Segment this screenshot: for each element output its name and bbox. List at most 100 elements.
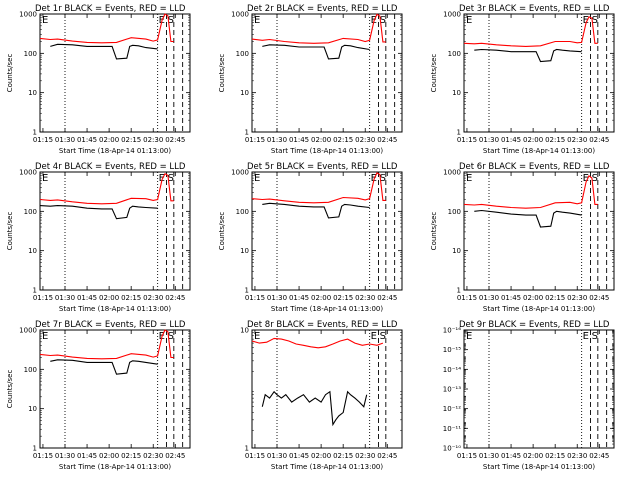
- x-tick-label: 01:15: [457, 136, 477, 144]
- y-tick-label: 100: [448, 208, 461, 216]
- x-tick-label: 01:45: [289, 452, 309, 460]
- saa-marker: S: [380, 173, 386, 184]
- eclipse-end-marker: E: [583, 331, 589, 342]
- y-axis-label: Counts/sec: [6, 370, 14, 409]
- y-tick-label: 10⁻¹¹: [443, 425, 461, 433]
- y-tick-label: 1: [245, 129, 249, 137]
- x-tick-label: 01:15: [457, 452, 477, 460]
- x-tick-label: 02:30: [143, 294, 163, 302]
- y-axis-label: Counts/sec: [6, 212, 14, 251]
- x-tick-label: 02:30: [355, 136, 375, 144]
- saa-marker: S: [592, 173, 598, 184]
- plot-frame: [463, 13, 615, 133]
- x-tick-label: 02:30: [143, 452, 163, 460]
- x-axis-label: Start Time (18-Apr-14 01:13:00): [271, 305, 383, 313]
- x-tick-label: 01:30: [55, 294, 75, 302]
- x-tick-label: 02:45: [589, 294, 609, 302]
- y-tick-label: 10: [452, 247, 461, 255]
- plot-frame: [39, 171, 191, 291]
- y-axis-label: Counts/sec: [218, 54, 226, 93]
- y-tick-label: 10: [452, 89, 461, 97]
- panel-title: Det 8r BLACK = Events, RED = LLD: [247, 320, 398, 330]
- y-tick-label: 1000: [443, 169, 461, 177]
- plot-frame: [251, 171, 403, 291]
- panel-det-2r: Det 2r BLACK = Events, RED = LLD Counts/s…: [218, 4, 403, 155]
- series-lld-line: [39, 173, 174, 205]
- panel-det-1r: Det 1r BLACK = Events, RED = LLD Counts/s…: [6, 4, 191, 155]
- y-tick-label: 1000: [231, 169, 249, 177]
- y-tick-label: 10⁻¹⁰: [443, 445, 461, 453]
- panel-title: Det 1r BLACK = Events, RED = LLD: [35, 4, 186, 14]
- y-tick-label: 1: [33, 287, 37, 295]
- panel-det-6r: Det 6r BLACK = Events, RED = LLD Counts/s…: [430, 162, 615, 313]
- x-tick-label: 02:00: [99, 452, 119, 460]
- x-tick-label: 02:30: [567, 294, 587, 302]
- x-axis-label: Start Time (18-Apr-14 01:13:00): [483, 463, 595, 471]
- y-tick-label: 100: [236, 208, 249, 216]
- series-lld-line: [39, 13, 174, 44]
- x-tick-label: 02:00: [523, 452, 543, 460]
- y-tick-label: 100: [24, 366, 37, 374]
- x-tick-label: 01:30: [479, 452, 499, 460]
- x-tick-label: 02:00: [99, 136, 119, 144]
- saa-marker: S: [380, 15, 386, 26]
- x-tick-label: 02:45: [589, 136, 609, 144]
- x-axis-label: Start Time (18-Apr-14 01:13:00): [59, 463, 171, 471]
- panel-det-7r: Det 7r BLACK = Events, RED = LLD Counts/s…: [6, 320, 191, 471]
- y-tick-label: 10: [240, 327, 249, 335]
- x-tick-label: 02:15: [545, 452, 565, 460]
- eclipse-start-marker: E: [42, 331, 48, 342]
- saa-marker: S: [592, 15, 598, 26]
- y-tick-label: 100: [236, 50, 249, 58]
- plot-frame: [463, 329, 615, 449]
- y-axis-label: Counts/sec: [218, 212, 226, 251]
- y-tick-label: 10: [240, 247, 249, 255]
- x-tick-label: 01:30: [267, 136, 287, 144]
- series-lld-line: [463, 174, 598, 209]
- series-events-line: [474, 209, 582, 228]
- x-axis-label: Start Time (18-Apr-14 01:13:00): [271, 463, 383, 471]
- x-tick-label: 01:45: [289, 136, 309, 144]
- series-events-line: [262, 44, 370, 60]
- y-tick-label: 1: [457, 129, 461, 137]
- x-tick-label: 02:45: [377, 452, 397, 460]
- eclipse-start-marker: E: [42, 15, 48, 26]
- y-axis-label: Counts/sec: [430, 212, 438, 251]
- x-tick-label: 02:00: [99, 294, 119, 302]
- panel-title: Det 7r BLACK = Events, RED = LLD: [35, 320, 186, 330]
- x-tick-label: 01:45: [501, 136, 521, 144]
- panel-title: Det 3r BLACK = Events, RED = LLD: [459, 4, 610, 14]
- x-tick-label: 01:15: [245, 294, 265, 302]
- x-tick-label: 02:15: [333, 294, 353, 302]
- y-tick-label: 10⁻¹⁴: [443, 366, 461, 374]
- series-lld-line: [39, 329, 174, 360]
- series-lld-line: [251, 172, 386, 204]
- eclipse-start-marker: E: [466, 173, 472, 184]
- series-events-line: [50, 359, 158, 375]
- eclipse-end-marker: E: [159, 173, 165, 184]
- saa-marker: S: [380, 331, 386, 342]
- x-tick-label: 01:45: [289, 294, 309, 302]
- plot-frame: [39, 329, 191, 449]
- plot-frame: [251, 329, 403, 449]
- x-axis-label: Start Time (18-Apr-14 01:13:00): [271, 147, 383, 155]
- eclipse-end-marker: E: [583, 173, 589, 184]
- x-tick-label: 02:30: [567, 136, 587, 144]
- saa-marker: S: [168, 15, 174, 26]
- x-tick-label: 02:00: [311, 452, 331, 460]
- series-events-line: [39, 205, 158, 220]
- series-lld-line: [463, 16, 598, 47]
- y-tick-label: 10: [28, 405, 37, 413]
- x-tick-label: 02:15: [545, 294, 565, 302]
- eclipse-end-marker: E: [583, 15, 589, 26]
- series-events-line: [261, 390, 368, 427]
- series-events-line: [474, 48, 582, 63]
- x-axis-label: Start Time (18-Apr-14 01:13:00): [59, 305, 171, 313]
- y-tick-label: 1000: [19, 327, 37, 335]
- x-tick-label: 01:45: [77, 294, 97, 302]
- y-tick-label: 1: [33, 129, 37, 137]
- x-tick-label: 01:15: [33, 294, 53, 302]
- x-tick-label: 01:15: [245, 452, 265, 460]
- eclipse-start-marker: E: [466, 331, 472, 342]
- x-tick-label: 02:45: [377, 136, 397, 144]
